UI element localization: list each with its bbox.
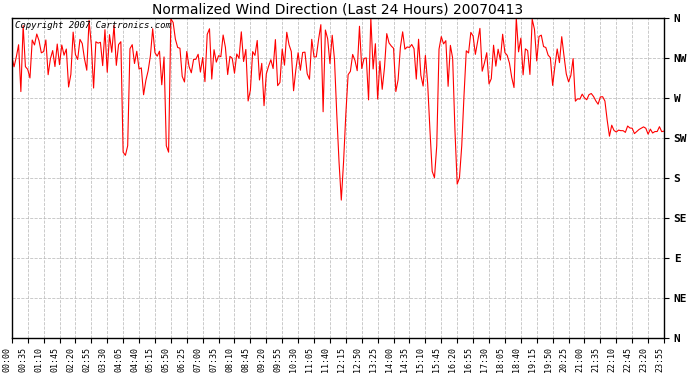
Text: Copyright 2007 Cartronics.com: Copyright 2007 Cartronics.com <box>15 21 171 30</box>
Title: Normalized Wind Direction (Last 24 Hours) 20070413: Normalized Wind Direction (Last 24 Hours… <box>152 3 524 17</box>
